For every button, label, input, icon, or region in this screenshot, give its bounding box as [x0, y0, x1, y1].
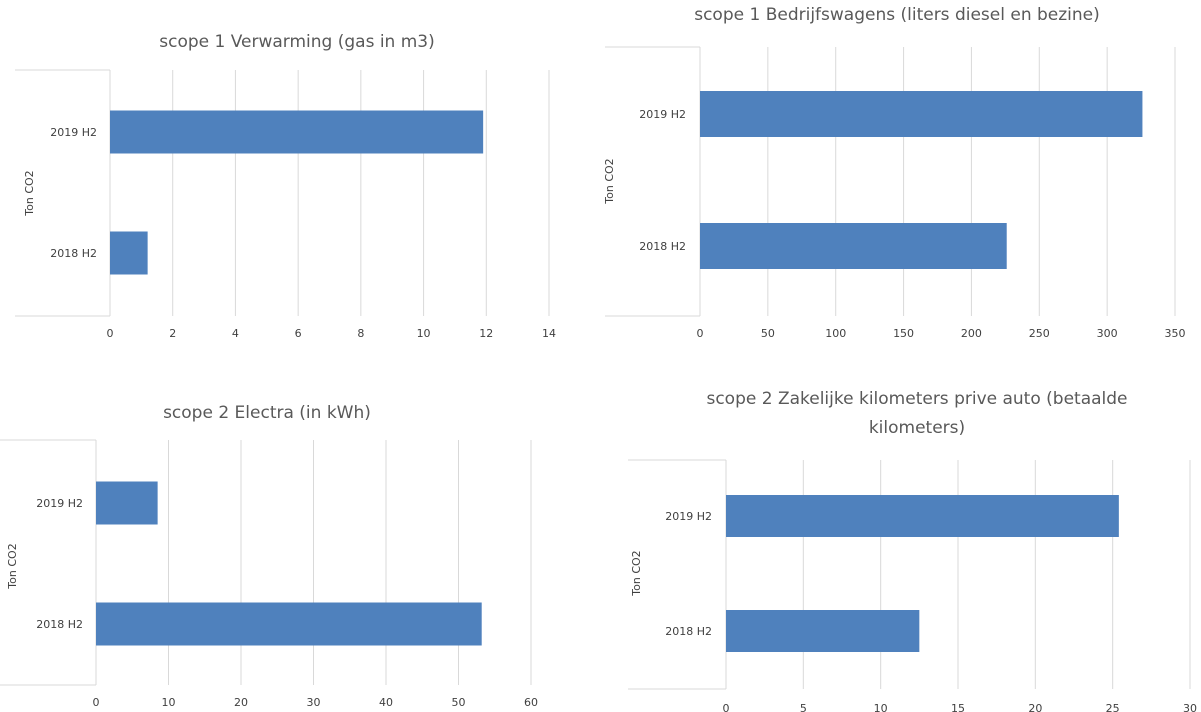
- chart2-tick-label: 0: [697, 327, 704, 340]
- chart4-bar: [726, 495, 1119, 537]
- chart4-tick-label: 30: [1183, 702, 1197, 712]
- chart4-tick-label: 15: [951, 702, 965, 712]
- chart2-category-label: 2019 H2: [639, 108, 686, 121]
- chart4-tick-label: 5: [800, 702, 807, 712]
- chart1-y-axis-label: Ton CO2: [23, 170, 36, 216]
- chart1-tick-label: 8: [357, 327, 364, 340]
- chart3-tick-label: 0: [93, 696, 100, 709]
- chart1-bar: [110, 110, 484, 154]
- chart3-tick-label: 50: [452, 696, 466, 709]
- chart2-tick-label: 250: [1029, 327, 1050, 340]
- chart2-tick-label: 100: [825, 327, 846, 340]
- chart2-title: scope 1 Bedrijfswagens (liters diesel en…: [694, 5, 1100, 25]
- chart4-tick-label: 10: [874, 702, 888, 712]
- chart4-category-label: 2019 H2: [665, 510, 712, 523]
- chart1-tick-label: 6: [295, 327, 302, 340]
- chart4-y-axis-label: Ton CO2: [630, 550, 643, 596]
- chart3-tick-label: 60: [524, 696, 538, 709]
- chart1-title: scope 1 Verwarming (gas in m3): [159, 32, 435, 52]
- chart2-tick-label: 350: [1165, 327, 1186, 340]
- chart3-category-label: 2018 H2: [36, 618, 83, 631]
- chart4-bar: [726, 610, 920, 652]
- chart2-tick-label: 300: [1097, 327, 1118, 340]
- chart1-tick-label: 4: [232, 327, 239, 340]
- chart2-category-label: 2018 H2: [639, 240, 686, 253]
- chart3-bar: [96, 481, 158, 525]
- chart4-tick-label: 20: [1028, 702, 1042, 712]
- chart4-tick-label: 25: [1106, 702, 1120, 712]
- chart1-bar: [110, 231, 148, 275]
- chart4-tick-label: 0: [723, 702, 730, 712]
- chart3-tick-label: 20: [234, 696, 248, 709]
- chart3-y-axis-label: Ton CO2: [6, 543, 19, 589]
- chart1-tick-label: 14: [542, 327, 556, 340]
- chart2-tick-label: 50: [761, 327, 775, 340]
- chart1-tick-label: 2: [169, 327, 176, 340]
- chart2-y-axis-label: Ton CO2: [603, 158, 616, 204]
- chart1-tick-label: 10: [417, 327, 431, 340]
- chart2-tick-label: 200: [961, 327, 982, 340]
- chart1-category-label: 2019 H2: [50, 126, 97, 139]
- chart1-tick-label: 0: [107, 327, 114, 340]
- chart3-tick-label: 30: [307, 696, 321, 709]
- chart4-title: kilometers): [869, 418, 965, 438]
- chart3-tick-label: 10: [162, 696, 176, 709]
- chart2-tick-label: 150: [893, 327, 914, 340]
- chart1-tick-label: 12: [479, 327, 493, 340]
- chart1-category-label: 2018 H2: [50, 247, 97, 260]
- chart4-title: scope 2 Zakelijke kilometers prive auto …: [706, 389, 1127, 409]
- chart3-title: scope 2 Electra (in kWh): [163, 403, 371, 423]
- chart3-category-label: 2019 H2: [36, 497, 83, 510]
- chart3-bar: [96, 602, 482, 646]
- chart2-bar: [700, 91, 1143, 137]
- chart3-tick-label: 40: [379, 696, 393, 709]
- chart2-bar: [700, 223, 1007, 269]
- chart4-category-label: 2018 H2: [665, 625, 712, 638]
